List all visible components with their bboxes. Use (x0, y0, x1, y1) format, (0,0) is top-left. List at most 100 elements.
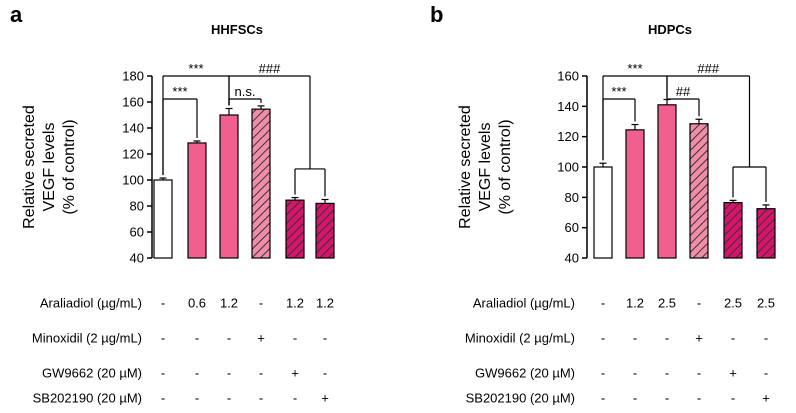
condition-value: - (195, 366, 199, 381)
y-tick-label: 60 (130, 225, 144, 240)
condition-value: + (695, 331, 703, 346)
condition-value: - (259, 366, 263, 381)
y-tick-label: 140 (122, 121, 144, 136)
bar (251, 108, 271, 259)
bar (285, 199, 305, 259)
condition-value: 1.2 (286, 296, 304, 311)
condition-value: - (161, 391, 165, 406)
y-axis-label-line: VEGF levels (41, 123, 58, 212)
bar (153, 179, 173, 259)
condition-label: Araliadiol (µg/mL) (473, 296, 575, 311)
condition-label: Araliadiol (µg/mL) (40, 296, 142, 311)
condition-value: - (633, 391, 637, 406)
condition-value: - (293, 331, 297, 346)
condition-value: - (601, 296, 605, 311)
condition-value: - (161, 331, 165, 346)
condition-value: 1.2 (316, 296, 334, 311)
condition-value: 2.5 (658, 296, 676, 311)
condition-label: SB202190 (20 µM) (33, 391, 142, 406)
condition-label: SB202190 (20 µM) (466, 391, 575, 406)
condition-value: 1.2 (626, 296, 644, 311)
condition-value: - (665, 331, 669, 346)
condition-value: + (321, 391, 329, 406)
sig-label: ### (697, 61, 719, 76)
condition-value: - (323, 331, 327, 346)
condition-value: - (764, 331, 768, 346)
sig-label: *** (627, 61, 642, 76)
sig-label: ### (259, 61, 281, 76)
sig-label: *** (172, 84, 187, 99)
y-axis-label: Relative secreted VEGF levels (% of contro… (457, 105, 514, 229)
condition-value: - (731, 331, 735, 346)
bar (625, 129, 645, 259)
bar (657, 104, 677, 259)
y-tick-label: 40 (565, 251, 579, 266)
condition-value: - (259, 391, 263, 406)
condition-value: + (729, 366, 737, 381)
y-tick-label: 120 (557, 129, 579, 144)
sig-label: ## (676, 84, 691, 99)
condition-value: - (697, 296, 701, 311)
y-tick-label: 60 (565, 220, 579, 235)
condition-value: - (259, 296, 263, 311)
panel-a: a HHFSCs 40 60 80 100 120 140 160 180 Relative sec… (10, 2, 335, 406)
y-axis-label-line: Relative secreted (21, 105, 38, 229)
y-tick-label: 180 (122, 69, 144, 84)
condition-value: - (665, 391, 669, 406)
condition-value: 1.2 (220, 296, 238, 311)
condition-value: + (257, 331, 265, 346)
sig-label: *** (611, 84, 626, 99)
condition-value: - (601, 366, 605, 381)
y-tick-label: 120 (122, 147, 144, 162)
y-axis-label-line: (% of control) (61, 119, 78, 214)
y-tick-label: 100 (122, 173, 144, 188)
panel-b: b HDPCs 40 60 80 100 120 140 160 Relative secrete… (430, 2, 776, 406)
condition-value: - (227, 391, 231, 406)
condition-label: Minoxidil (2 µg/mL) (465, 331, 575, 346)
bar (723, 202, 743, 259)
y-tick-label: 140 (557, 99, 579, 114)
sig-label: *** (188, 61, 203, 76)
condition-value: - (633, 331, 637, 346)
condition-value: - (601, 391, 605, 406)
bar (756, 208, 776, 259)
condition-value: - (731, 391, 735, 406)
y-tick-label: 160 (122, 95, 144, 110)
condition-value: 2.5 (724, 296, 742, 311)
condition-value: - (665, 366, 669, 381)
condition-value: + (291, 366, 299, 381)
chart-title: HDPCs (648, 22, 692, 37)
bar (219, 114, 239, 259)
y-tick-label: 40 (130, 251, 144, 266)
bar (689, 123, 709, 259)
y-axis-label: Relative secreted VEGF levels (% of contro… (21, 105, 78, 229)
condition-value: - (195, 391, 199, 406)
condition-label: GW9662 (20 µM) (42, 366, 142, 381)
condition-value: - (633, 366, 637, 381)
y-tick-label: 80 (565, 190, 579, 205)
condition-value: - (697, 366, 701, 381)
bar (315, 202, 335, 259)
condition-label: GW9662 (20 µM) (475, 366, 575, 381)
condition-value: - (161, 296, 165, 311)
condition-value: - (161, 366, 165, 381)
condition-value: 0.6 (188, 296, 206, 311)
y-tick-label: 160 (557, 69, 579, 84)
bar (593, 166, 613, 259)
condition-value: + (762, 391, 770, 406)
condition-value: - (323, 366, 327, 381)
condition-value: - (195, 331, 199, 346)
condition-value: - (293, 391, 297, 406)
condition-value: - (764, 366, 768, 381)
condition-label: Minoxidil (2 µg/mL) (32, 331, 142, 346)
condition-value: - (601, 331, 605, 346)
bar (187, 142, 207, 259)
y-axis-label-line: Relative secreted (457, 105, 474, 229)
y-axis-label-line: (% of control) (497, 119, 514, 214)
panel-letter: a (10, 2, 23, 27)
panel-letter: b (430, 2, 443, 27)
condition-value: - (227, 331, 231, 346)
y-tick-label: 80 (130, 199, 144, 214)
